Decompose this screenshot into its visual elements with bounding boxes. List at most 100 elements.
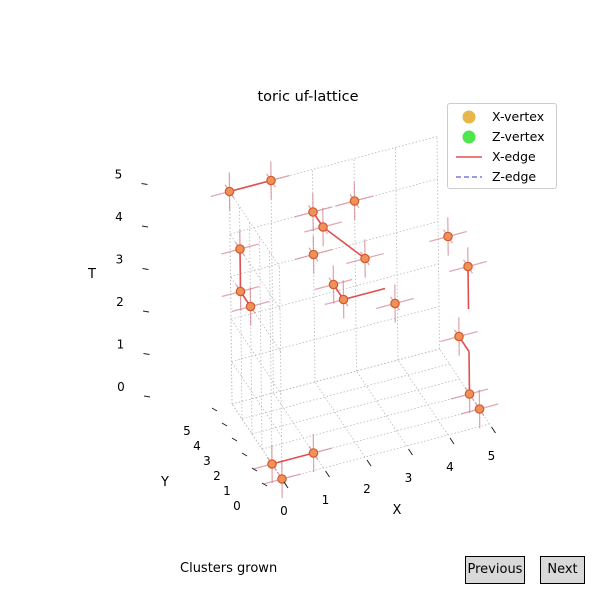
grid-line: [231, 306, 440, 362]
x-edge: [271, 452, 314, 465]
x-edge: [239, 248, 242, 292]
lattice-vertex: [338, 294, 349, 305]
grid-line: [229, 191, 280, 267]
t-tick-label: 5: [115, 168, 123, 182]
lattice-vertex: [308, 448, 319, 458]
grid-line: [230, 221, 439, 277]
t-tick-label: 3: [116, 253, 124, 267]
y-tick-label: 2: [213, 469, 221, 483]
status-text: Clusters grown: [180, 561, 278, 576]
t-tick-mark: [143, 353, 150, 355]
x-tick-mark: [491, 426, 496, 434]
legend-item-z-vertex: Z-vertex: [448, 127, 556, 147]
x-tick-mark: [283, 481, 289, 489]
x-vertex-marker-icon: [462, 110, 476, 124]
t-axis-label: T: [87, 267, 96, 282]
x-tick-mark: [366, 459, 372, 467]
grid-line: [239, 206, 243, 420]
y-tick-mark: [221, 422, 228, 427]
t-tick-mark: [142, 268, 149, 270]
grid-line: [259, 236, 263, 450]
grid-line: [397, 359, 449, 436]
grid-line: [269, 251, 273, 465]
legend-label: X-vertex: [492, 109, 545, 124]
legend-label: Z-edge: [492, 169, 537, 184]
grid-line: [270, 180, 274, 394]
grid-line: [230, 318, 282, 395]
t-tick-mark: [143, 395, 151, 398]
grid-line: [314, 381, 366, 458]
lattice-vertex: [235, 286, 246, 297]
x-tick-label: 3: [405, 471, 413, 485]
t-tick-label: 4: [115, 210, 123, 224]
grid-line: [356, 370, 407, 447]
x-tick-label: 5: [488, 449, 496, 463]
legend-label: Z-vertex: [492, 129, 545, 144]
lattice-edges: [210, 161, 499, 499]
x-tick-label: 2: [363, 482, 371, 496]
z-edge-line-icon: [456, 176, 482, 178]
y-tick-label: 0: [233, 499, 241, 513]
y-tick-mark: [261, 482, 268, 487]
y-tick-label: 1: [223, 484, 231, 498]
lattice-vertex: [474, 404, 485, 414]
t-tick-mark: [141, 225, 149, 228]
z-vertex-marker-icon: [462, 130, 476, 144]
lattice-vertex: [349, 196, 360, 206]
lattice-vertex: [224, 186, 235, 197]
x-edge: [322, 226, 366, 260]
x-edge: [229, 179, 272, 193]
grid-line: [279, 266, 283, 480]
lattice-vertex: [443, 231, 453, 242]
y-tick-label: 5: [183, 424, 191, 438]
lattice-vertex: [463, 261, 473, 272]
grid-line: [261, 393, 470, 450]
y-tick-mark: [251, 467, 258, 472]
lattice-vertex: [308, 249, 319, 260]
lattice-vertex: [318, 222, 328, 232]
lattice-vertex: [277, 474, 287, 484]
previous-button[interactable]: Previous: [465, 556, 525, 584]
lattice-vertex: [390, 298, 400, 309]
y-tick-label: 4: [193, 439, 201, 453]
grid-line: [281, 423, 490, 480]
x-axis-label: X: [393, 503, 402, 518]
y-axis-label: Y: [160, 475, 169, 490]
grid-line: [231, 361, 282, 437]
lattice-vertex: [454, 331, 464, 342]
y-tick-label: 3: [203, 454, 211, 468]
y-tick-mark: [211, 407, 218, 412]
x-edge: [468, 351, 471, 395]
legend-item-x-vertex: X-vertex: [448, 107, 556, 127]
chart-title: toric uf-lattice: [257, 89, 358, 105]
t-tick-label: 1: [117, 338, 125, 352]
lattice-vertices: [224, 175, 485, 484]
grid-line: [231, 348, 440, 405]
t-tick-label: 2: [116, 295, 124, 309]
lattice-vertex: [360, 253, 370, 264]
x-tick-label: 4: [446, 460, 454, 474]
grid-line: [353, 158, 357, 372]
x-tick-mark: [449, 437, 455, 445]
legend-item-x-edge: X-edge: [448, 147, 556, 167]
t-tick-mark: [141, 183, 148, 185]
grid-line: [230, 276, 281, 352]
legend-item-z-edge: Z-edge: [448, 167, 556, 187]
lattice-vertex: [267, 459, 277, 469]
legend-label: X-edge: [492, 149, 536, 164]
x-tick-label: 0: [280, 504, 288, 518]
grid-line: [230, 263, 439, 320]
x-tick-mark: [408, 448, 413, 456]
legend: X-vertex Z-vertex X-edge Z-edge: [447, 103, 557, 189]
grid-line: [229, 178, 438, 235]
x-edge: [343, 287, 386, 301]
next-button[interactable]: Next: [540, 556, 585, 584]
axis-grid: [229, 136, 490, 480]
grid-line: [241, 363, 450, 420]
x-tick-mark: [325, 470, 330, 478]
lattice-vertex: [328, 279, 339, 290]
lattice-vertex: [308, 207, 318, 217]
t-tick-mark: [142, 310, 150, 313]
y-tick-mark: [241, 452, 248, 457]
